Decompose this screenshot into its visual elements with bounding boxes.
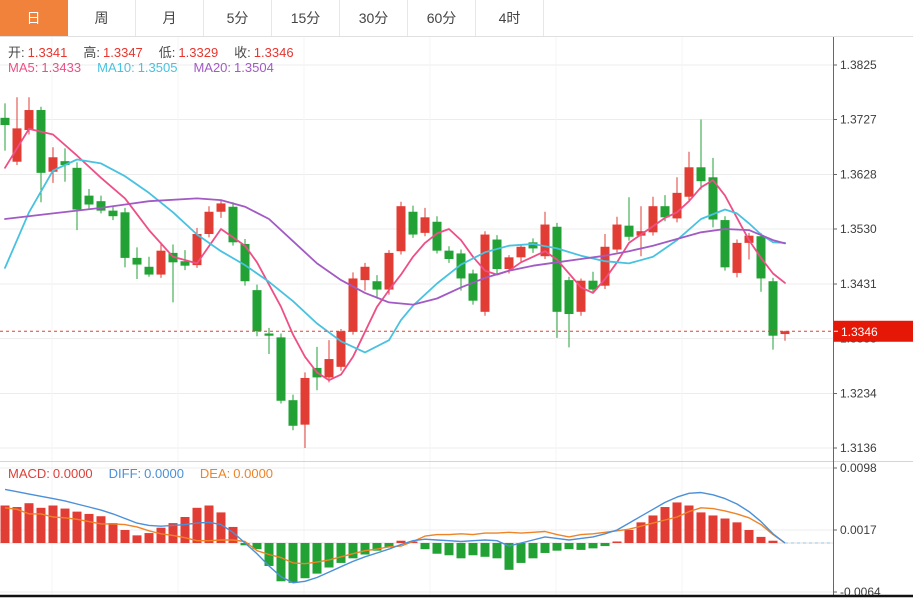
- tab-15分[interactable]: 15分: [272, 0, 340, 36]
- tab-月[interactable]: 月: [136, 0, 204, 36]
- price-axis: 1.38251.37271.36281.35301.34311.33331.32…: [833, 37, 881, 599]
- macd-layer: [0, 488, 833, 584]
- svg-text:1.3628: 1.3628: [840, 168, 877, 182]
- legend-item: 低: 1.3329: [158, 45, 219, 60]
- legend-item: MA10: 1.3505: [97, 60, 178, 75]
- legend-item: DEA: 0.0000: [199, 466, 274, 481]
- tab-30分[interactable]: 30分: [340, 0, 408, 36]
- svg-text:1.3431: 1.3431: [840, 277, 877, 291]
- ma-lines-layer: [4, 128, 786, 382]
- legend-item: MACD: 0.0000: [8, 466, 93, 481]
- tab-5分[interactable]: 5分: [204, 0, 272, 36]
- timeframe-toolbar: 日周月 5分 15分 30分 60分 4时: [0, 0, 913, 37]
- legend-item: 开: 1.3341: [8, 45, 68, 60]
- svg-text:0.0017: 0.0017: [840, 523, 877, 537]
- price-badge: 1.3346: [833, 320, 913, 342]
- svg-text:1.3825: 1.3825: [840, 58, 877, 72]
- ma-legend: MA5: 1.3433 MA10: 1.3505 MA20: 1.3504: [8, 60, 290, 75]
- legend-item: 收: 1.3346: [234, 45, 294, 60]
- ohlc-legend: 开: 1.3341 高: 1.3347 低: 1.3329 收: 1.3346: [8, 42, 310, 61]
- svg-text:1.3530: 1.3530: [840, 222, 877, 236]
- candlestick-chart[interactable]: 1.38251.37271.36281.35301.34311.33331.32…: [0, 37, 913, 599]
- svg-text:0.0098: 0.0098: [840, 461, 877, 475]
- legend-item: MA20: 1.3504: [193, 60, 274, 75]
- svg-text:1.3346: 1.3346: [841, 325, 878, 339]
- svg-text:1.3136: 1.3136: [840, 441, 877, 455]
- legend-item: MA5: 1.3433: [8, 60, 82, 75]
- macd-legend: MACD: 0.0000 DIFF: 0.0000 DEA: 0.0000: [8, 466, 289, 481]
- tab-周[interactable]: 周: [68, 0, 136, 36]
- grid-layer: [0, 37, 913, 594]
- legend-item: DIFF: 0.0000: [108, 466, 184, 481]
- tab-4时[interactable]: 4时: [476, 0, 544, 36]
- tab-60分[interactable]: 60分: [408, 0, 476, 36]
- legend-item: 高: 1.3347: [83, 45, 143, 60]
- tab-日[interactable]: 日: [0, 0, 68, 36]
- candles-layer: [0, 97, 790, 448]
- svg-text:1.3727: 1.3727: [840, 112, 877, 126]
- svg-text:1.3234: 1.3234: [840, 387, 877, 401]
